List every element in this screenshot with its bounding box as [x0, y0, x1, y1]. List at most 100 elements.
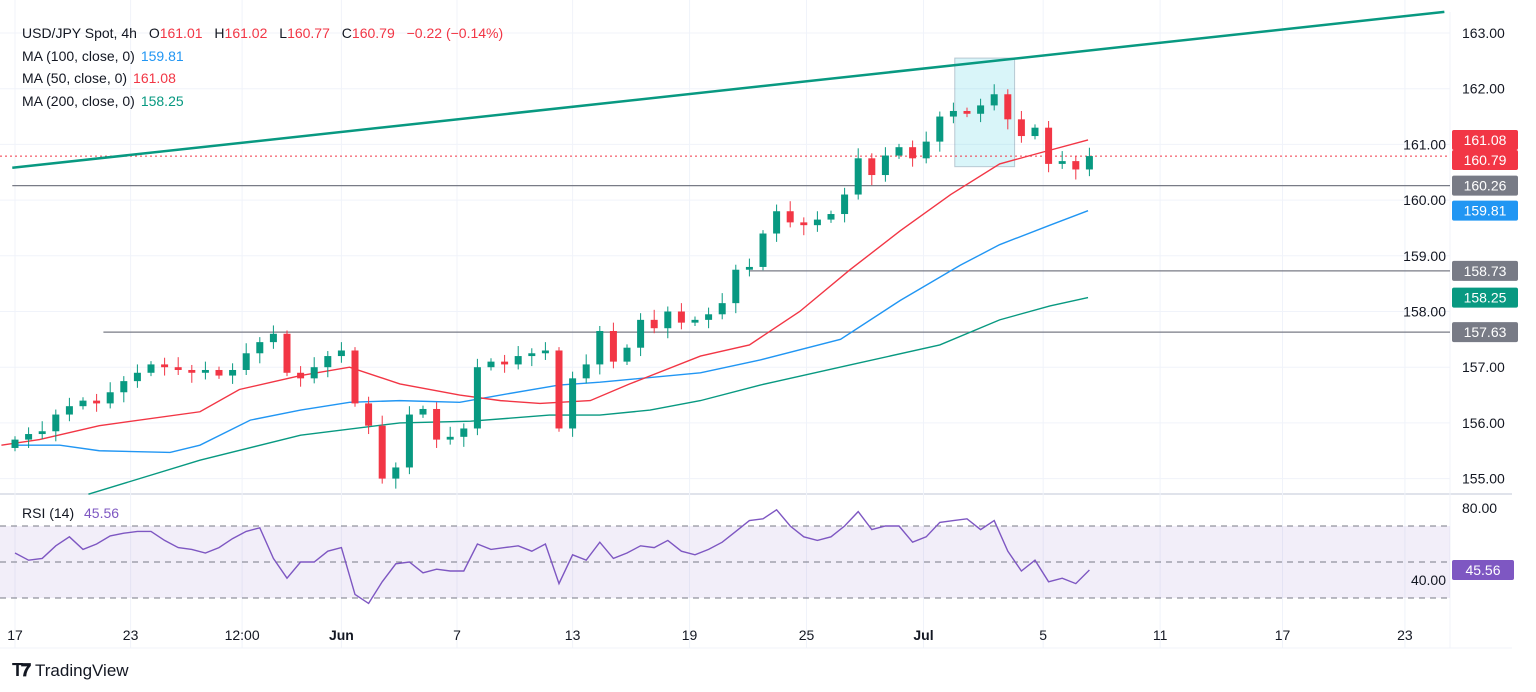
ma50-line	[1, 139, 1089, 446]
price-label-text: 160.79	[1464, 152, 1507, 168]
y-tick-label: 159.00	[1403, 248, 1446, 264]
ma100-line	[12, 210, 1089, 454]
ma100-value: 159.81	[140, 47, 184, 64]
candle-up	[637, 319, 645, 348]
price-label-text: 158.73	[1464, 263, 1507, 279]
candle-up	[841, 194, 849, 215]
candle-up	[256, 342, 264, 354]
candle-down	[800, 222, 808, 226]
candle-up	[460, 428, 468, 437]
candle-down	[93, 400, 101, 404]
rsi-tick-label: 40.00	[1411, 572, 1446, 588]
rsi-value: 45.56	[84, 505, 120, 521]
x-tick-label: 17	[7, 627, 23, 643]
candle-up	[229, 369, 237, 376]
rsi-tick-label: 80.00	[1462, 500, 1497, 516]
candle-down	[161, 364, 169, 368]
x-tick-label: 19	[682, 627, 698, 643]
y-tick-label: 156.00	[1462, 415, 1505, 431]
candle-up	[949, 110, 957, 117]
price-label-text: 160.26	[1464, 178, 1507, 194]
candle-up	[773, 211, 781, 234]
ma50-legend[interactable]: MA (50, close, 0) 161.08	[22, 67, 503, 90]
price-label-badge	[1452, 129, 1518, 150]
candle-up	[120, 381, 128, 393]
price-label-text: 157.63	[1464, 324, 1507, 340]
candle-up	[977, 105, 985, 114]
candle-up	[324, 356, 332, 368]
open-label: O	[148, 25, 160, 41]
candle-down	[283, 333, 291, 373]
ma100-legend[interactable]: MA (100, close, 0) 159.81	[22, 45, 503, 68]
tradingview-logo[interactable]: T𝟕 TradingView	[12, 660, 129, 681]
candle-up	[201, 369, 209, 373]
candle-down	[609, 330, 617, 362]
candle-up	[922, 141, 930, 159]
ma200-label: MA (200, close, 0)	[22, 92, 135, 109]
candle-up	[337, 350, 345, 357]
candle-up	[473, 367, 481, 429]
candle-up	[623, 347, 631, 362]
candle-down	[215, 369, 223, 376]
candle-up	[11, 439, 19, 448]
symbol-title[interactable]: USD/JPY Spot, 4h	[22, 25, 137, 41]
ma200-value: 158.25	[140, 92, 184, 109]
candle-down	[365, 403, 373, 426]
candle-up	[79, 400, 87, 407]
candle-down	[378, 425, 386, 479]
x-tick-label: 23	[1397, 627, 1413, 643]
candle-down	[650, 319, 658, 329]
x-tick-label: 17	[1275, 627, 1291, 643]
y-tick-label: 163.00	[1462, 25, 1505, 41]
candle-up	[514, 356, 522, 365]
candle-up	[936, 116, 944, 142]
candle-down	[1017, 119, 1025, 137]
x-tick-label: 11	[1153, 627, 1168, 643]
ma50-value: 161.08	[133, 70, 176, 86]
chart-legend: USD/JPY Spot, 4h O161.01 H161.02 L160.77…	[22, 22, 503, 112]
y-tick-label: 157.00	[1462, 359, 1505, 375]
change-value: −0.22 (−0.14%)	[406, 25, 504, 41]
low-label: L	[279, 25, 288, 41]
x-tick-label: 23	[123, 627, 139, 643]
rsi-line	[14, 508, 1090, 605]
candle-up	[419, 408, 427, 415]
candle-up	[38, 431, 46, 435]
candle-up	[718, 303, 726, 315]
ma50-label: MA (50, close, 0)	[22, 70, 128, 86]
x-tick-label: 13	[565, 627, 581, 643]
candle-up	[528, 353, 536, 357]
x-tick-label: Jun	[329, 627, 354, 643]
high-value: 161.02	[224, 25, 268, 41]
candle-up	[65, 406, 73, 415]
candle-up	[895, 147, 903, 156]
price-label-badge	[1452, 200, 1518, 221]
candle-down	[786, 211, 794, 223]
candle-down	[188, 369, 196, 373]
candle-up	[392, 467, 400, 479]
candle-up	[405, 414, 413, 468]
ma200-legend[interactable]: MA (200, close, 0) 158.25	[22, 90, 503, 113]
x-tick-label: 7	[453, 627, 461, 643]
candle-up	[813, 219, 821, 226]
candle-down	[1045, 127, 1053, 164]
price-label-badge	[1452, 260, 1518, 281]
candle-up	[242, 353, 250, 370]
branding-text: TradingView	[35, 660, 129, 680]
candle-up	[990, 94, 998, 106]
open-value: 161.01	[159, 25, 203, 41]
rsi-label: RSI (14)	[22, 505, 75, 521]
close-value: 160.79	[351, 25, 395, 41]
candle-up	[541, 350, 549, 354]
low-value: 160.77	[287, 25, 330, 41]
rsi-legend[interactable]: RSI (14) 45.56	[22, 505, 119, 521]
symbol-legend: USD/JPY Spot, 4h O161.01 H161.02 L160.77…	[22, 22, 503, 45]
candle-down	[963, 110, 971, 114]
y-tick-label: 160.00	[1403, 192, 1446, 208]
candle-up	[52, 414, 60, 432]
rsi-band	[0, 526, 1450, 598]
candle-down	[174, 367, 182, 370]
price-label-badge	[1452, 175, 1518, 196]
candle-down	[501, 361, 509, 365]
